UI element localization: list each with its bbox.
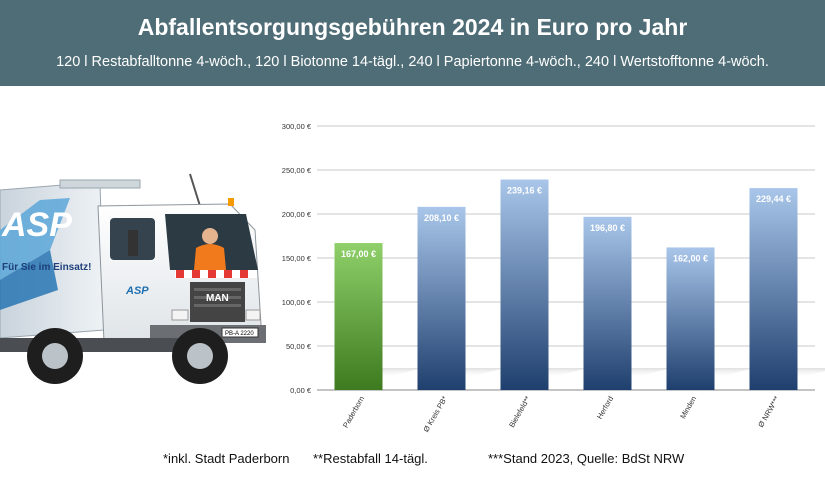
header-banner: Abfallentsorgungsgebühren 2024 in Euro p…: [0, 0, 825, 86]
footnote-kreis: *inkl. Stadt Paderborn: [163, 451, 290, 466]
truck-brand-text: ASP: [1, 206, 72, 244]
bar-value-label: 229,44 €: [756, 194, 791, 204]
bar-paderborn: [334, 243, 383, 390]
truck-grille-logo: MAN: [206, 293, 229, 304]
bar-nrw: [749, 188, 798, 390]
chart-subtitle: 120 l Restabfalltonne 4-wöch., 120 l Bio…: [56, 54, 769, 70]
x-tick-label: Ø Kreis PB*: [421, 394, 449, 433]
x-tick-label: Paderborn: [341, 395, 366, 430]
y-tick-label: 150,00 €: [282, 254, 312, 263]
y-tick-label: 100,00 €: [282, 298, 312, 307]
x-tick-label: Bielefeld**: [507, 394, 532, 429]
bar-value-label: 196,80 €: [590, 223, 625, 233]
footnotes: *inkl. Stadt Paderborn **Restabfall 14-t…: [0, 451, 825, 471]
bar-bielefeld: [500, 179, 549, 390]
footnote-bielefeld: **Restabfall 14-tägl.: [313, 451, 428, 466]
x-tick-label: Minden: [678, 395, 698, 421]
fee-bar-chart: 167,00 € 208,10 € 239,16 € 196,80 € 162,00 €…: [282, 122, 825, 434]
truck-cab-logo: ASP: [125, 285, 149, 297]
footnote-nrw: ***Stand 2023, Quelle: BdSt NRW: [488, 451, 685, 466]
chart-title: Abfallentsorgungsgebühren 2024 in Euro p…: [137, 14, 688, 40]
truck-license-plate: PB-A 2220: [225, 331, 254, 337]
bar-value-label: 162,00 €: [673, 253, 708, 263]
y-tick-label: 50,00 €: [286, 342, 312, 351]
y-tick-label: 200,00 €: [282, 210, 312, 219]
bar-value-label: 167,00 €: [341, 249, 376, 259]
y-tick-label: 0,00 €: [290, 386, 312, 395]
bar-minden: [666, 247, 715, 390]
bar-value-label: 239,16 €: [507, 186, 542, 196]
truck-slogan: Für Sie im Einsatz!: [2, 262, 91, 273]
y-tick-label: 300,00 €: [282, 122, 312, 131]
x-tick-label: Herford: [595, 395, 615, 421]
bar-kreis-pb: [417, 206, 466, 390]
bar-value-label: 208,10 €: [424, 213, 459, 223]
garbage-truck-illustration: ASP Für Sie im Einsatz! ASP MAN PB-A 222…: [0, 173, 266, 384]
x-tick-label: Ø NRW***: [756, 394, 781, 428]
y-tick-label: 250,00 €: [282, 166, 312, 175]
bar-herford: [583, 216, 632, 390]
